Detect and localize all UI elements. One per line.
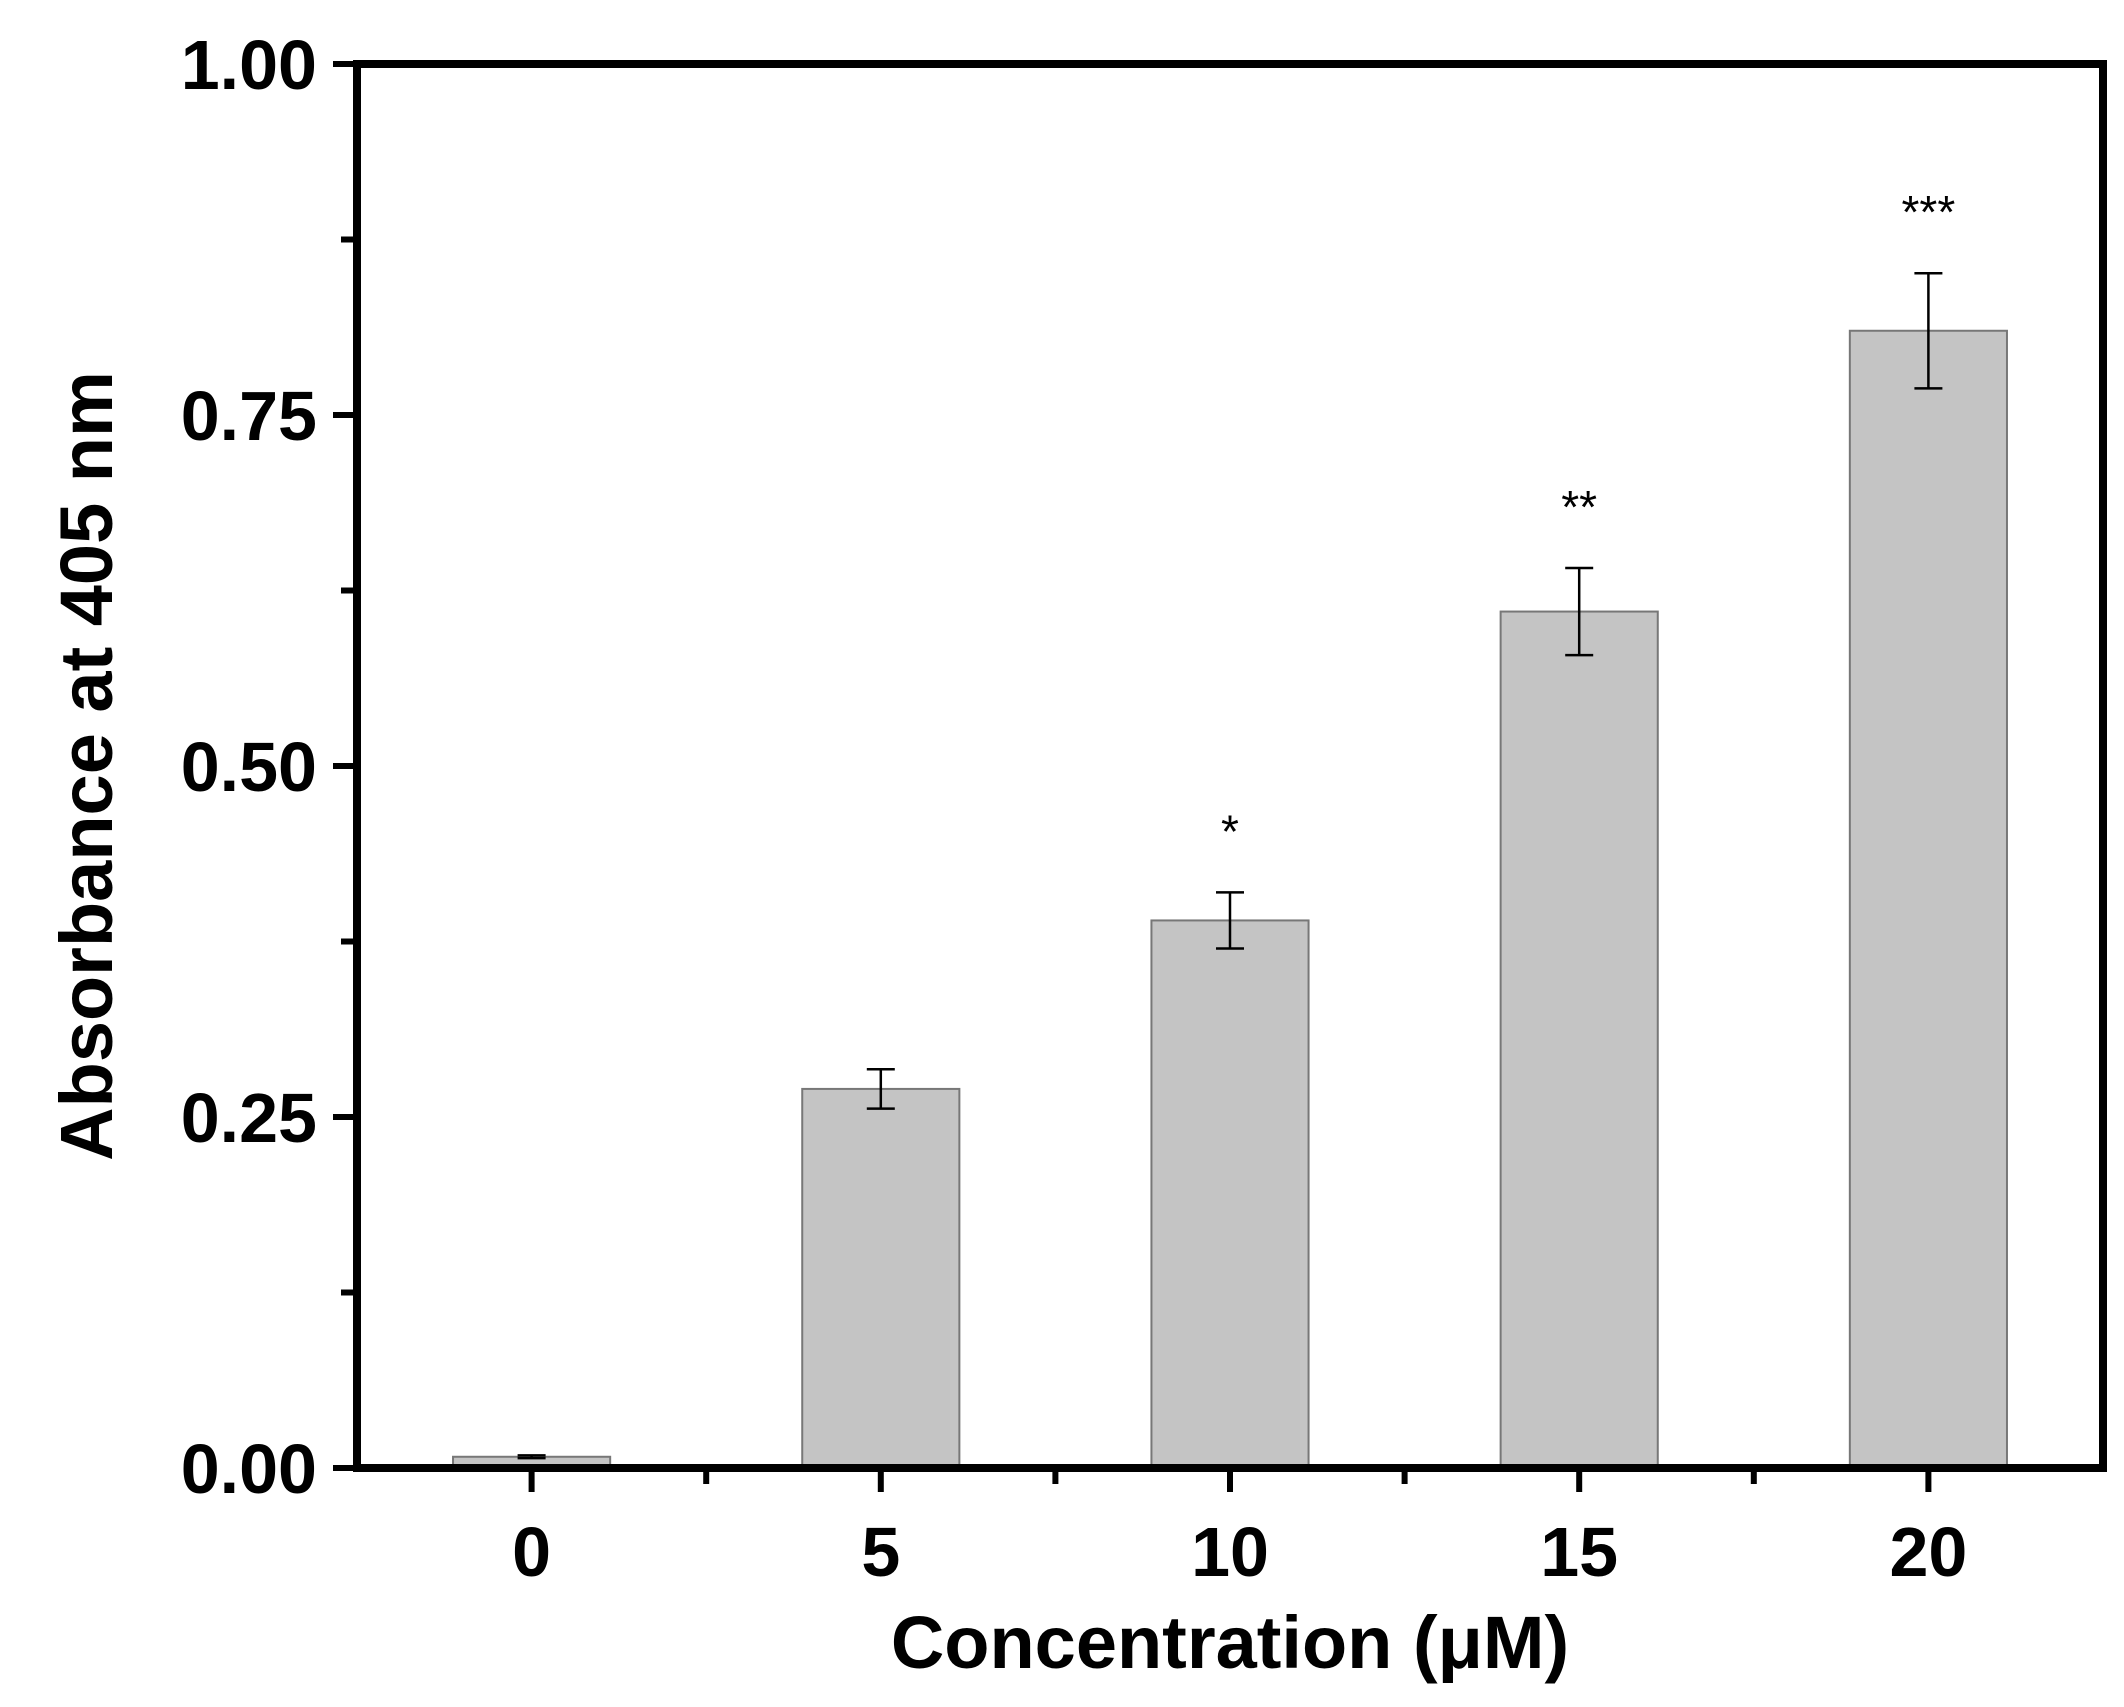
significance-layer: ****** [1221, 186, 1955, 857]
y-tick-label-0.00: 0.00 [181, 1430, 317, 1508]
x-tick-label-0: 0 [512, 1513, 551, 1591]
y-tick-label-0.50: 0.50 [181, 728, 317, 806]
x-axis-title: Concentration (μM) [891, 1601, 1569, 1684]
significance-label-10: * [1221, 805, 1239, 857]
y-tick-label-1.00: 1.00 [181, 26, 317, 104]
ticks-layer [333, 61, 1932, 1492]
bar-15 [1499, 610, 1659, 1469]
significance-label-15: ** [1561, 481, 1597, 533]
x-tick-label-5: 5 [861, 1513, 900, 1591]
tick-labels-layer: 0 5 10 15 20 0.00 0.25 0.50 0.75 1.00 [181, 26, 1968, 1591]
bar-10 [1150, 919, 1310, 1469]
bar-5 [801, 1087, 961, 1470]
y-tick-label-0.25: 0.25 [181, 1079, 317, 1157]
y-tick-label-0.75: 0.75 [181, 377, 317, 455]
significance-label-20: *** [1902, 186, 1956, 238]
bar-20 [1848, 329, 2008, 1469]
bars-layer [452, 329, 2008, 1470]
x-tick-label-10: 10 [1191, 1513, 1269, 1591]
x-tick-label-15: 15 [1540, 1513, 1618, 1591]
error-bars-layer [517, 271, 1943, 1460]
y-axis-title: Absorbance at 405 nm [45, 371, 128, 1161]
x-tick-label-20: 20 [1889, 1513, 1967, 1591]
